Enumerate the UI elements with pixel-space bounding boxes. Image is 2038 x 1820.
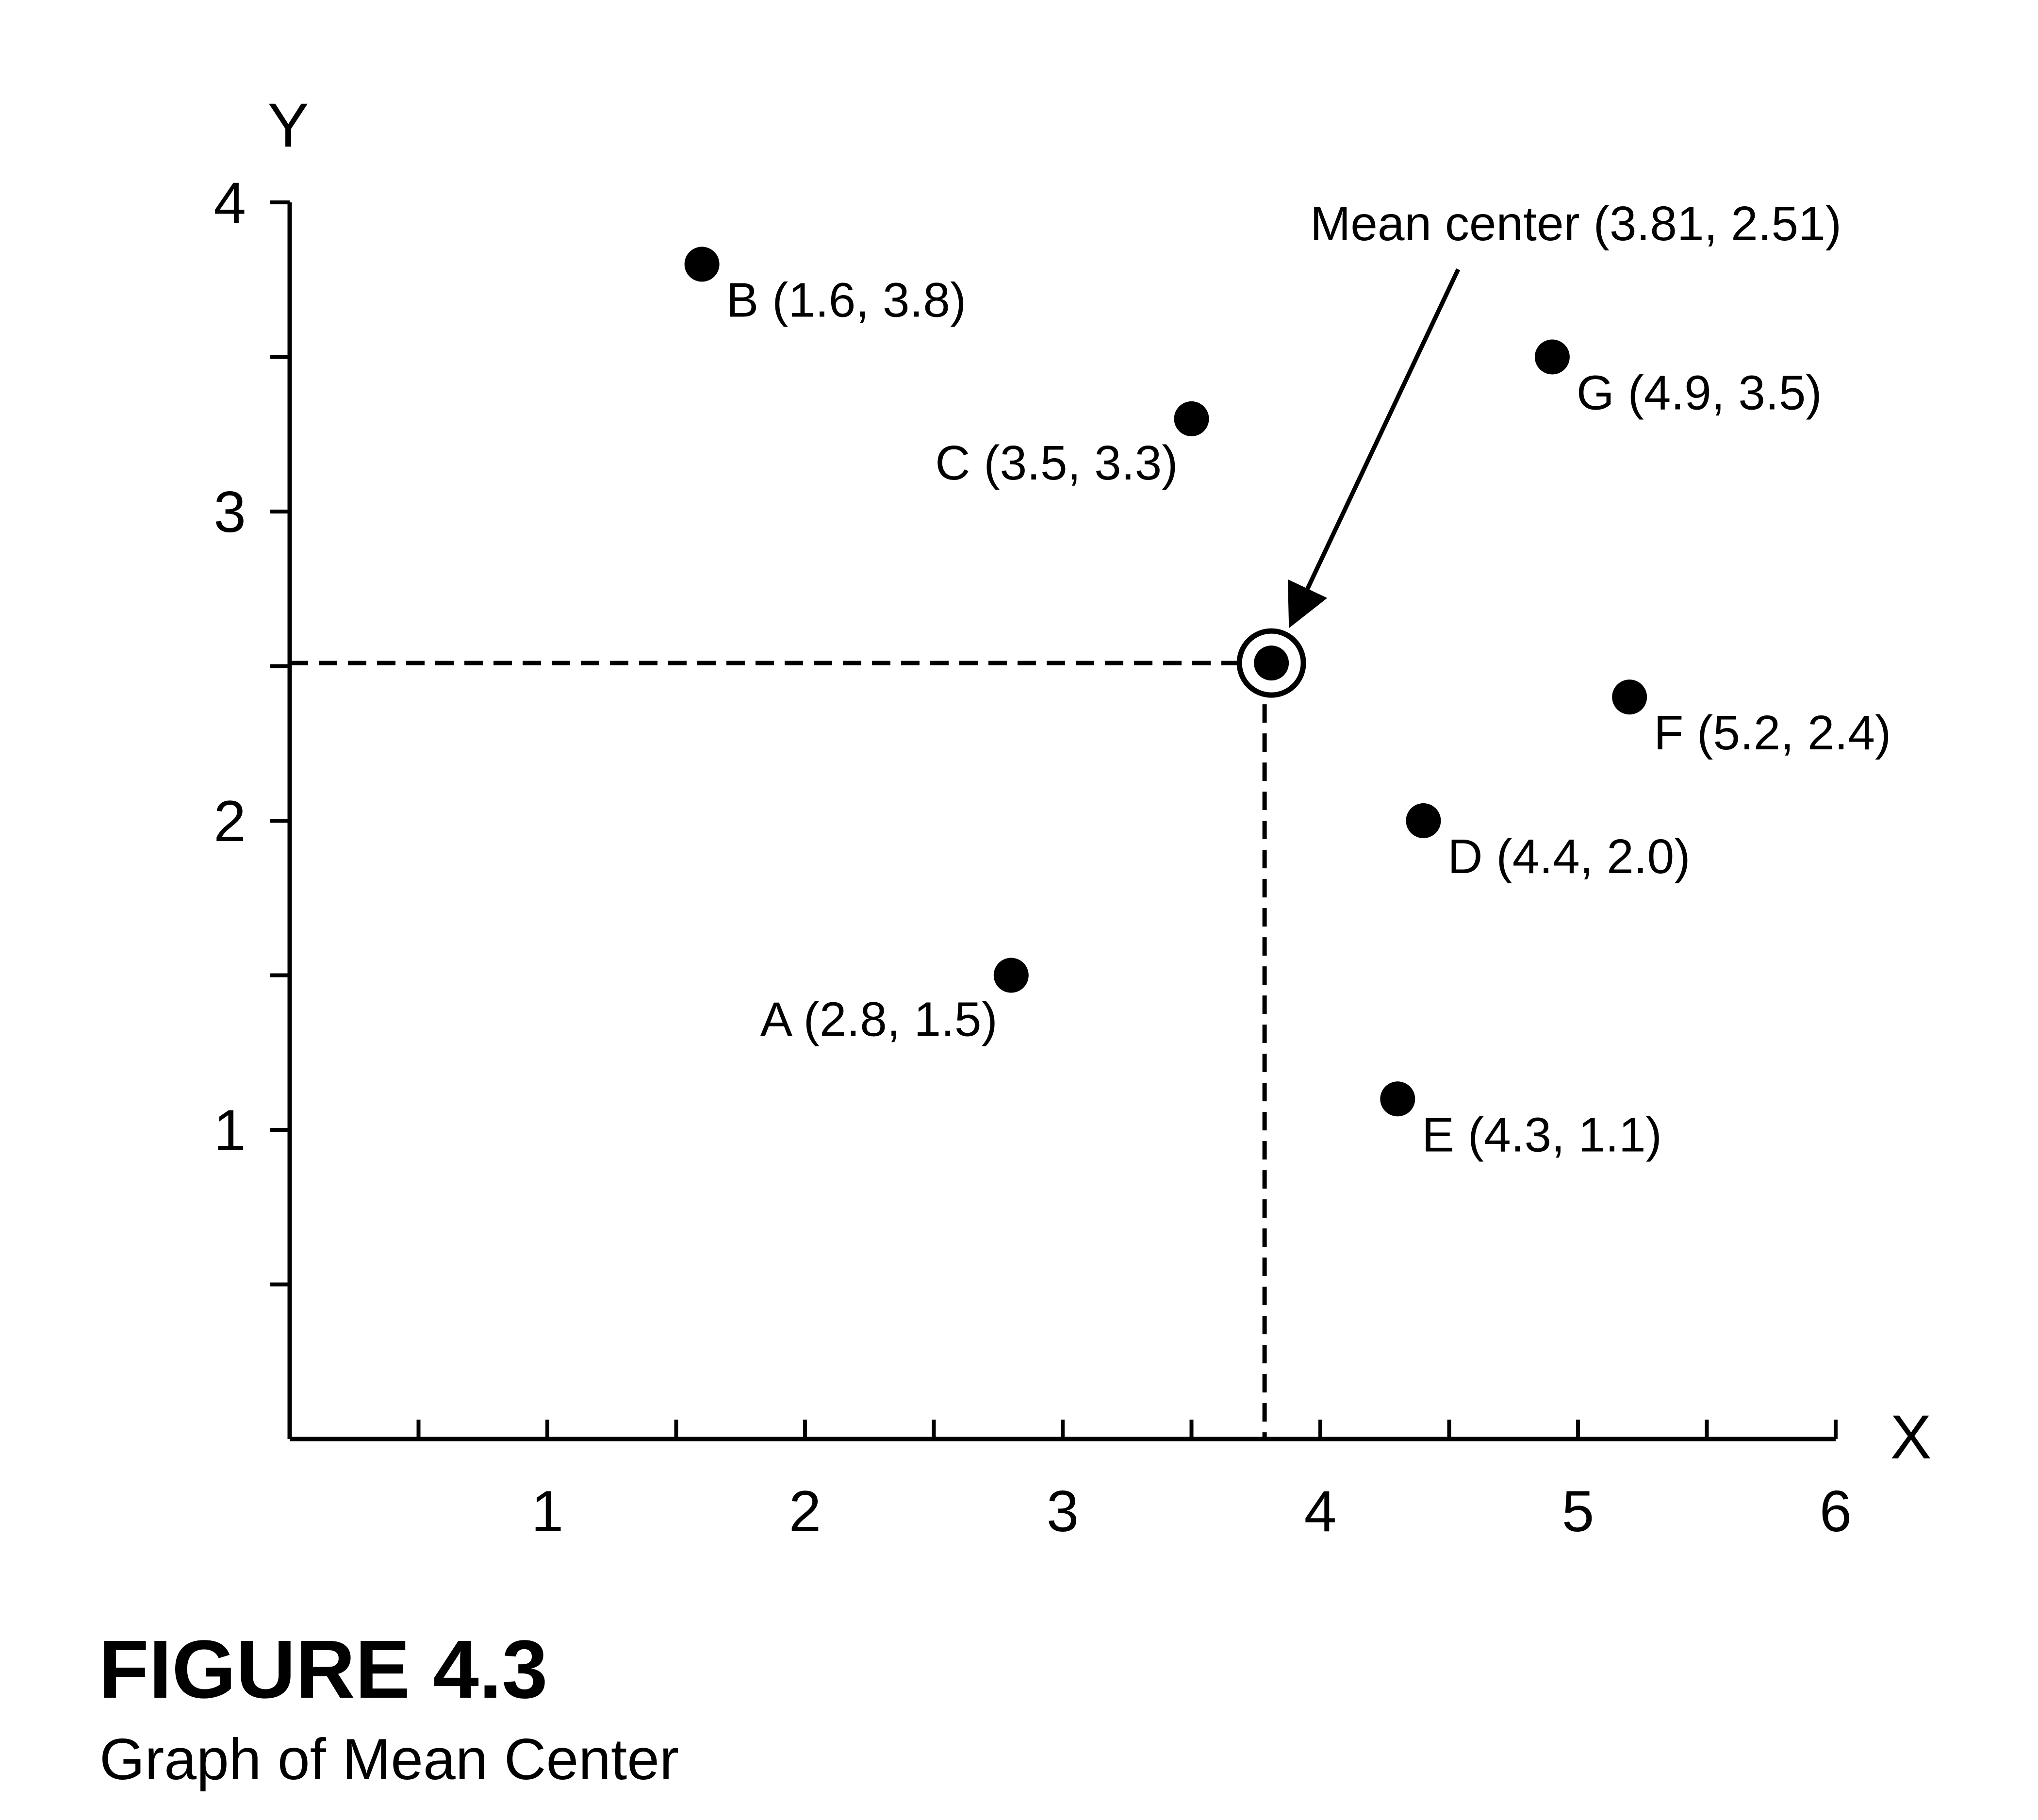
data-point-a <box>993 958 1029 993</box>
mean-center-dot <box>1254 645 1289 681</box>
data-point-f <box>1612 679 1647 715</box>
mean-center-label: Mean center (3.81, 2.51) <box>1310 197 1841 251</box>
y-axis-title: Y <box>267 91 309 160</box>
x-axis-tick-label: 5 <box>1562 1479 1594 1544</box>
data-point-label-b: B (1.6, 3.8) <box>726 273 967 327</box>
figure-number: FIGURE 4.3 <box>99 1623 548 1716</box>
y-axis-tick-label: 1 <box>214 1098 246 1163</box>
x-axis-tick-label: 1 <box>531 1479 564 1544</box>
data-point-label-f: F (5.2, 2.4) <box>1654 706 1891 760</box>
mean-center-annotation: Mean center (3.81, 2.51) <box>1236 197 1841 698</box>
point-labels: A (2.8, 1.5) B (1.6, 3.8) C (3.5, 3.3) D (4… <box>726 273 1891 1162</box>
mean-center-guides <box>290 661 1267 1439</box>
data-point-label-g: G (4.9, 3.5) <box>1577 366 1822 420</box>
data-point-g <box>1534 339 1570 375</box>
x-axis-tick-label: 2 <box>789 1479 822 1544</box>
data-point-label-a: A (2.8, 1.5) <box>760 993 998 1047</box>
data-point-label-c: C (3.5, 3.3) <box>935 436 1178 490</box>
axes: 1 2 3 4 5 6 1 2 3 4 X Y <box>214 91 1931 1544</box>
data-point-e <box>1380 1081 1415 1117</box>
y-axis-tick-label: 2 <box>214 789 246 854</box>
x-axis-title: X <box>1890 1403 1931 1472</box>
y-axis-tick-label: 4 <box>214 170 246 235</box>
mean-center-arrow <box>1287 268 1461 629</box>
data-points <box>684 247 1647 1117</box>
figure-caption: Graph of Mean Center <box>99 1727 679 1792</box>
x-axis-tick-label: 4 <box>1304 1479 1337 1544</box>
data-point-c <box>1174 401 1209 436</box>
x-axis-tick-label: 3 <box>1047 1479 1079 1544</box>
data-point-label-e: E (4.3, 1.1) <box>1422 1108 1662 1162</box>
data-point-d <box>1406 803 1441 838</box>
x-axis-tick-label: 6 <box>1820 1479 1852 1544</box>
data-point-b <box>684 247 720 282</box>
data-point-label-d: D (4.4, 2.0) <box>1447 829 1690 884</box>
y-axis-tick-label: 3 <box>214 480 246 545</box>
